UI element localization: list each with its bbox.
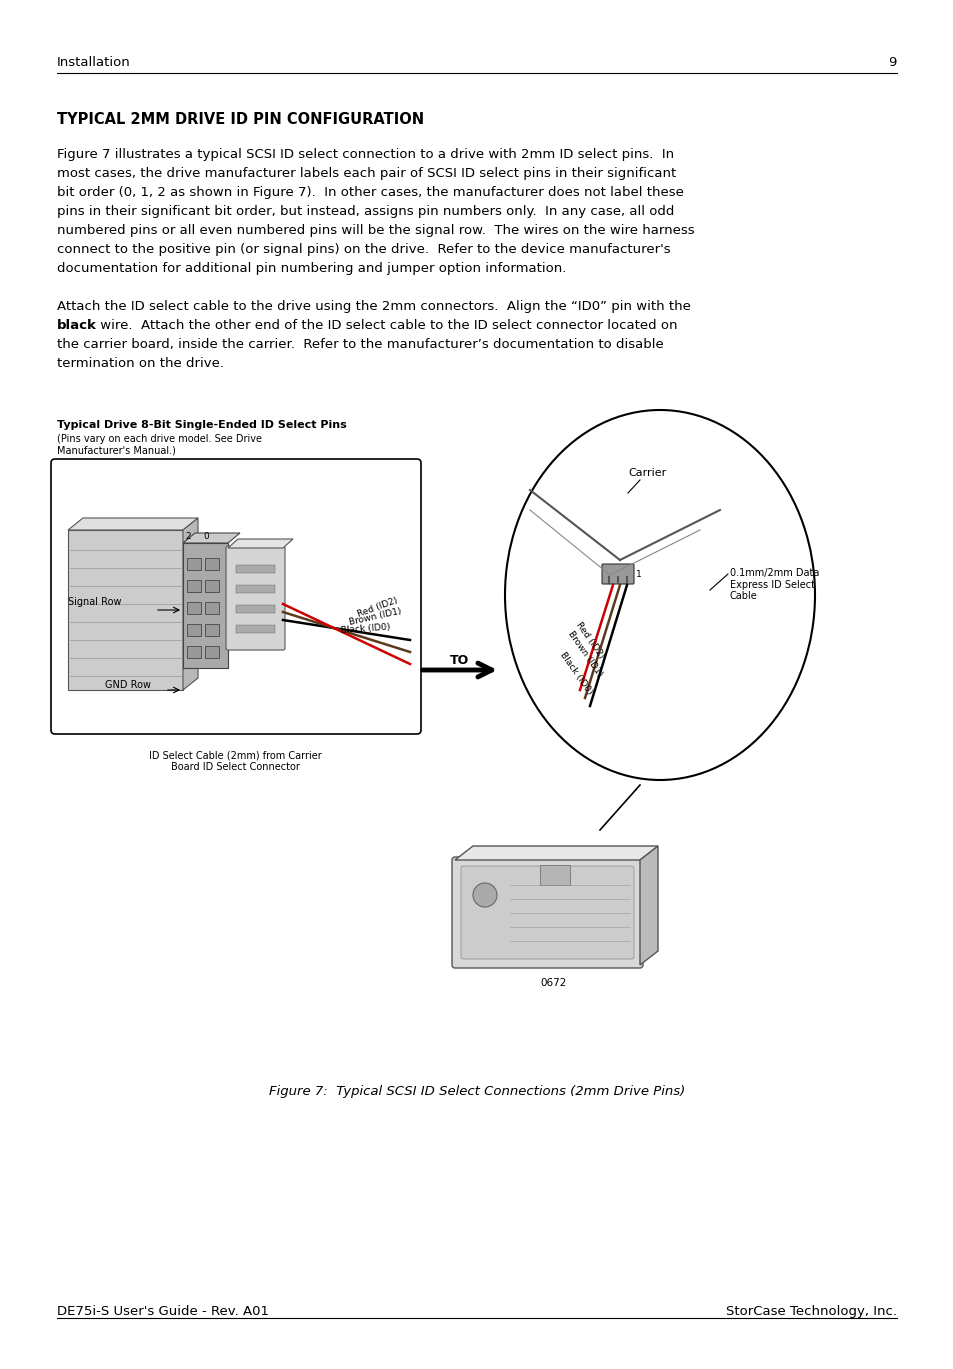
Polygon shape [183,517,198,690]
Polygon shape [183,533,240,543]
FancyBboxPatch shape [460,867,634,960]
Text: (Pins vary on each drive model. See Drive
Manufacturer's Manual.): (Pins vary on each drive model. See Driv… [57,434,262,456]
Text: most cases, the drive manufacturer labels each pair of SCSI ID select pins in th: most cases, the drive manufacturer label… [57,167,676,179]
Text: Red (ID2): Red (ID2) [355,596,398,619]
Bar [183,543,228,668]
Text: 0.1mm/2mm Data
Express ID Select
Cable: 0.1mm/2mm Data Express ID Select Cable [729,568,819,601]
Text: Installation: Installation [57,56,131,68]
Text: Figure 7 illustrates a typical SCSI ID select connection to a drive with 2mm ID : Figure 7 illustrates a typical SCSI ID s… [57,148,674,162]
Text: numbered pins or all even numbered pins will be the signal row.  The wires on th: numbered pins or all even numbered pins … [57,225,694,237]
Text: Black (ID0): Black (ID0) [558,650,593,695]
Text: Figure 7:  Typical SCSI ID Select Connections (2mm Drive Pins): Figure 7: Typical SCSI ID Select Connect… [269,1086,684,1098]
Text: the carrier board, inside the carrier.  Refer to the manufacturer’s documentatio: the carrier board, inside the carrier. R… [57,338,663,350]
Text: 1: 1 [636,570,641,579]
Text: Brown (ID1): Brown (ID1) [348,606,401,627]
Polygon shape [455,846,658,860]
Bar [68,530,183,690]
Text: 9: 9 [887,56,896,68]
Text: GND Row: GND Row [105,680,151,690]
Text: connect to the positive pin (or signal pins) on the drive.  Refer to the device : connect to the positive pin (or signal p… [57,244,670,256]
Text: Signal Row: Signal Row [68,597,121,606]
Text: Board ID Select Connector: Board ID Select Connector [171,763,299,772]
Bar [205,559,219,570]
Text: Carrier: Carrier [627,468,665,478]
Bar [187,559,201,570]
FancyBboxPatch shape [452,857,642,968]
Text: bit order (0, 1, 2 as shown in Figure 7).  In other cases, the manufacturer does: bit order (0, 1, 2 as shown in Figure 7)… [57,186,683,199]
Bar [235,605,274,613]
FancyBboxPatch shape [51,459,420,734]
Text: DE75i-S User's Guide - Rev. A01: DE75i-S User's Guide - Rev. A01 [57,1305,269,1318]
Bar [187,580,201,591]
Text: documentation for additional pin numbering and jumper option information.: documentation for additional pin numberi… [57,261,566,275]
Text: TYPICAL 2MM DRIVE ID PIN CONFIGURATION: TYPICAL 2MM DRIVE ID PIN CONFIGURATION [57,112,424,127]
Circle shape [473,883,497,908]
Bar [187,602,201,615]
FancyBboxPatch shape [601,564,634,585]
FancyBboxPatch shape [226,546,285,650]
Text: black: black [57,319,97,333]
Polygon shape [639,846,658,965]
Text: StorCase Technology, Inc.: StorCase Technology, Inc. [725,1305,896,1318]
Polygon shape [68,517,198,530]
Text: Attach the ID select cable to the drive using the 2mm connectors.  Align the “ID: Attach the ID select cable to the drive … [57,300,690,314]
Text: Black (ID0): Black (ID0) [339,623,390,635]
Text: 0672: 0672 [539,977,566,988]
Polygon shape [228,539,293,548]
Ellipse shape [504,409,814,780]
Bar [205,646,219,658]
Text: Red (ID2): Red (ID2) [574,620,605,660]
Text: TO: TO [450,654,469,667]
Text: termination on the drive.: termination on the drive. [57,357,224,370]
Text: 0: 0 [203,533,209,541]
Bar [187,646,201,658]
Bar [235,565,274,574]
Bar [205,602,219,615]
Bar [235,626,274,632]
Bar [235,585,274,593]
Text: 2: 2 [185,533,191,541]
Text: Typical Drive 8-Bit Single-Ended ID Select Pins: Typical Drive 8-Bit Single-Ended ID Sele… [57,420,346,430]
Bar [205,580,219,591]
Text: pins in their significant bit order, but instead, assigns pin numbers only.  In : pins in their significant bit order, but… [57,205,674,218]
Text: ID Select Cable (2mm) from Carrier: ID Select Cable (2mm) from Carrier [149,750,321,760]
Bar [539,865,569,884]
Bar [205,624,219,637]
Text: Brown (ID1): Brown (ID1) [565,630,603,678]
Text: wire.  Attach the other end of the ID select cable to the ID select connector lo: wire. Attach the other end of the ID sel… [96,319,677,333]
Bar [187,624,201,637]
